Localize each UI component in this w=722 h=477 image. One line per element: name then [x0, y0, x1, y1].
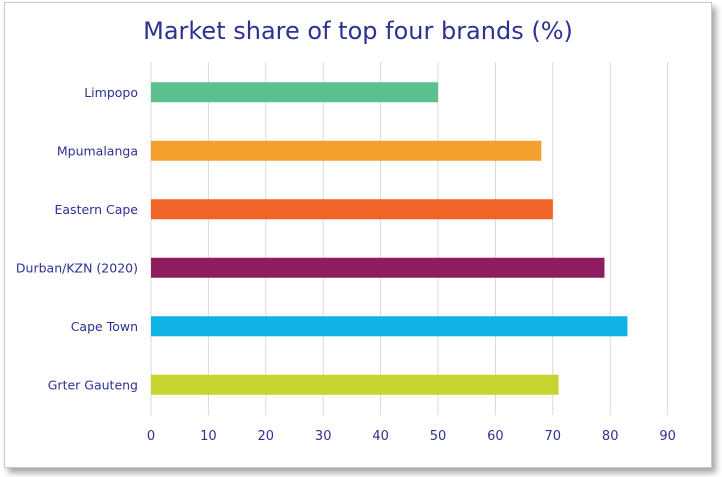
- bar: [151, 140, 542, 161]
- x-tick-label: 40: [372, 429, 389, 444]
- x-tick-label: 90: [659, 429, 676, 444]
- bar: [151, 199, 553, 220]
- bar: [151, 82, 438, 103]
- x-tick-label: 60: [487, 429, 504, 444]
- category-label: Eastern Cape: [55, 202, 139, 217]
- x-tick-label: 70: [545, 429, 562, 444]
- x-tick-label: 0: [147, 429, 155, 444]
- bar: [151, 316, 628, 337]
- x-tick-label: 10: [200, 429, 217, 444]
- bar: [151, 374, 559, 395]
- x-tick-label: 30: [315, 429, 332, 444]
- category-label: Cape Town: [71, 319, 138, 334]
- x-tick-label: 80: [602, 429, 619, 444]
- category-label: Grter Gauteng: [48, 377, 138, 392]
- category-label: Mpumalanga: [57, 143, 138, 158]
- category-label: Limpopo: [84, 85, 138, 100]
- x-tick-label: 20: [258, 429, 275, 444]
- chart-title: Market share of top four brands (%): [143, 17, 573, 45]
- category-label: Durban/KZN (2020): [16, 260, 138, 275]
- bar: [151, 257, 605, 278]
- x-tick-label: 50: [430, 429, 447, 444]
